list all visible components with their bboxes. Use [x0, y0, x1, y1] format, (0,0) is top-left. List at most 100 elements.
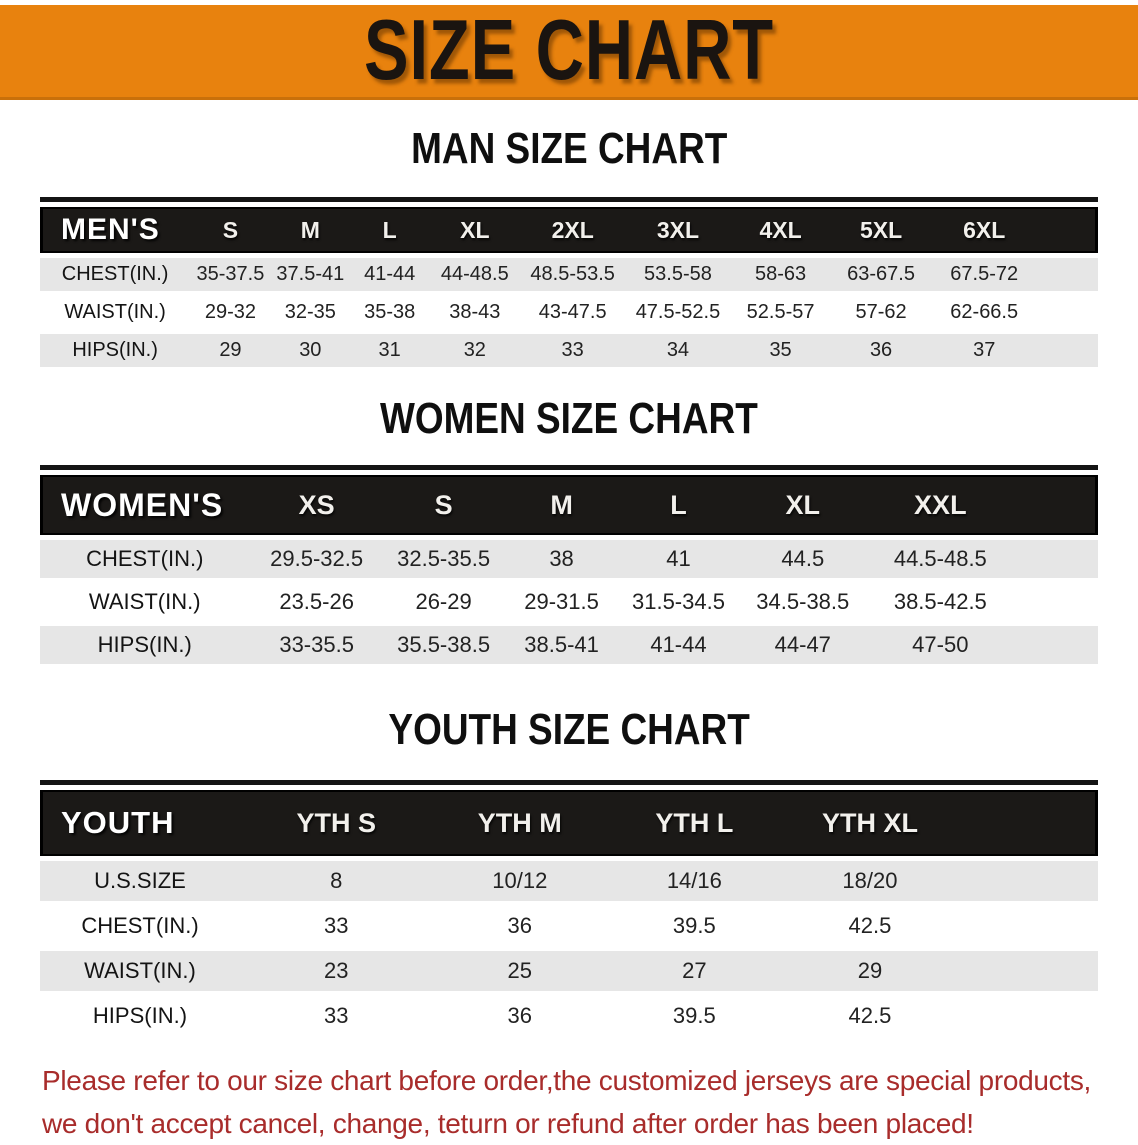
size-header-row: MEN'S S M L XL 2XL 3XL 4XL 5XL 6XL — [40, 207, 1098, 253]
disclaimer-line-1: Please refer to our size chart before or… — [42, 1065, 1092, 1096]
size-value-cell: 23 — [239, 951, 433, 991]
size-value-cell: 32-35 — [270, 296, 350, 329]
size-value-cell: 14/16 — [607, 861, 782, 901]
youth-size-table: YOUTH YTH S YTH M YTH L YTH XL U.S.SIZE 8 10/12… — [40, 785, 1098, 1041]
size-column-header: XXL — [868, 475, 1013, 535]
size-value-cell: 31 — [349, 334, 430, 367]
size-value-cell: 44-48.5 — [429, 258, 521, 291]
size-column-header: 3XL — [625, 207, 731, 253]
banner: SIZE CHART — [0, 5, 1138, 100]
row-label: CHEST(IN.) — [40, 540, 250, 578]
size-value-cell: 39.5 — [607, 996, 782, 1036]
men-size-table: MEN'S S M L XL 2XL 3XL 4XL 5XL 6XL CHEST(IN.) 35-37… — [40, 202, 1098, 372]
size-value-cell: 47.5-52.5 — [625, 296, 731, 329]
size-value-cell: 67.5-72 — [931, 258, 1037, 291]
size-value-cell: 29 — [781, 951, 959, 991]
size-column-header: M — [270, 207, 350, 253]
measurement-row: HIPS(IN.) 33 36 39.5 42.5 — [40, 996, 1098, 1036]
size-value-cell: 31.5-34.5 — [619, 583, 738, 621]
size-value-cell: 41-44 — [349, 258, 430, 291]
size-value-cell: 8 — [239, 861, 433, 901]
size-column-header: S — [383, 475, 504, 535]
size-value-cell: 38.5-41 — [503, 626, 620, 664]
row-label: HIPS(IN.) — [40, 996, 240, 1036]
youth-table-wrap: YOUTH YTH S YTH M YTH L YTH XL U.S.SIZE 8 10/12… — [40, 780, 1098, 1041]
row-label: HIPS(IN.) — [40, 626, 250, 664]
measurement-row: WAIST(IN.) 29-32 32-35 35-38 38-43 43-47.5 47.… — [40, 296, 1098, 329]
women-section-heading: WOMEN SIZE CHART — [380, 394, 758, 443]
size-value-cell: 41 — [619, 540, 738, 578]
row-filler — [1036, 334, 1098, 367]
row-filler — [1012, 583, 1098, 621]
table-top-divider — [40, 780, 1098, 785]
size-value-cell: 44-47 — [737, 626, 869, 664]
size-value-cell: 29-31.5 — [503, 583, 620, 621]
size-chart-page: SIZE CHART MAN SIZE CHART MEN'S S M L XL 2XL 3… — [0, 5, 1138, 1139]
size-value-cell: 38-43 — [429, 296, 521, 329]
size-value-cell: 26-29 — [383, 583, 504, 621]
size-value-cell: 36 — [830, 334, 932, 367]
header-filler — [1012, 475, 1098, 535]
row-filler — [958, 951, 1098, 991]
size-column-header: M — [503, 475, 620, 535]
measurement-row: CHEST(IN.) 29.5-32.5 32.5-35.5 38 41 44.5 44.5… — [40, 540, 1098, 578]
size-header-row: YOUTH YTH S YTH M YTH L YTH XL — [40, 790, 1098, 856]
size-value-cell: 25 — [432, 951, 608, 991]
size-value-cell: 33 — [520, 334, 626, 367]
table-top-divider — [40, 197, 1098, 202]
size-column-header: S — [190, 207, 271, 253]
size-value-cell: 34.5-38.5 — [737, 583, 869, 621]
size-value-cell: 37.5-41 — [270, 258, 350, 291]
size-value-cell: 29 — [190, 334, 271, 367]
size-header-row: WOMEN'S XS S M L XL XXL — [40, 475, 1098, 535]
size-column-header: L — [619, 475, 738, 535]
size-value-cell: 38.5-42.5 — [868, 583, 1013, 621]
size-column-header: YTH S — [239, 790, 433, 856]
size-value-cell: 27 — [607, 951, 782, 991]
size-value-cell: 33 — [239, 906, 433, 946]
measurement-row: U.S.SIZE 8 10/12 14/16 18/20 — [40, 861, 1098, 901]
measurement-row: HIPS(IN.) 29 30 31 32 33 34 35 36 37 — [40, 334, 1098, 367]
size-value-cell: 42.5 — [781, 996, 959, 1036]
measurement-row: CHEST(IN.) 33 36 39.5 42.5 — [40, 906, 1098, 946]
table-group-label: WOMEN'S — [40, 475, 250, 535]
row-filler — [1036, 296, 1098, 329]
size-column-header: XL — [429, 207, 521, 253]
measurement-row: CHEST(IN.) 35-37.5 37.5-41 41-44 44-48.5 48.5… — [40, 258, 1098, 291]
row-filler — [958, 861, 1098, 901]
size-value-cell: 18/20 — [781, 861, 959, 901]
content: MAN SIZE CHART MEN'S S M L XL 2XL 3XL 4XL 5XL 6XL… — [0, 124, 1138, 1145]
row-filler — [958, 996, 1098, 1036]
size-value-cell: 35-37.5 — [190, 258, 271, 291]
size-column-header: L — [349, 207, 430, 253]
size-value-cell: 62-66.5 — [931, 296, 1037, 329]
row-label: CHEST(IN.) — [40, 906, 240, 946]
header-filler — [958, 790, 1098, 856]
measurement-row: HIPS(IN.) 33-35.5 35.5-38.5 38.5-41 41-44 44-… — [40, 626, 1098, 664]
row-label: WAIST(IN.) — [40, 583, 250, 621]
measurement-row: WAIST(IN.) 23.5-26 26-29 29-31.5 31.5-34.5 34… — [40, 583, 1098, 621]
size-value-cell: 57-62 — [830, 296, 932, 329]
size-value-cell: 36 — [432, 906, 608, 946]
table-group-label: YOUTH — [40, 790, 240, 856]
size-value-cell: 58-63 — [730, 258, 831, 291]
table-top-divider — [40, 465, 1098, 470]
women-size-table: WOMEN'S XS S M L XL XXL CHEST(IN.) 29.5-32.5 32.5… — [40, 470, 1098, 669]
size-column-header: 2XL — [520, 207, 626, 253]
men-section-heading: MAN SIZE CHART — [410, 124, 728, 173]
size-column-header: YTH M — [432, 790, 608, 856]
size-column-header: XL — [737, 475, 869, 535]
size-column-header: 6XL — [931, 207, 1037, 253]
size-value-cell: 23.5-26 — [249, 583, 384, 621]
youth-section: YOUTH SIZE CHART YOUTH YTH S YTH M YTH L YTH… — [40, 705, 1098, 1041]
size-value-cell: 52.5-57 — [730, 296, 831, 329]
size-column-header: 4XL — [730, 207, 831, 253]
size-value-cell: 35-38 — [349, 296, 430, 329]
size-value-cell: 32.5-35.5 — [383, 540, 504, 578]
size-value-cell: 38 — [503, 540, 620, 578]
size-value-cell: 36 — [432, 996, 608, 1036]
size-value-cell: 29-32 — [190, 296, 271, 329]
size-value-cell: 41-44 — [619, 626, 738, 664]
size-value-cell: 43-47.5 — [520, 296, 626, 329]
size-value-cell: 48.5-53.5 — [520, 258, 626, 291]
